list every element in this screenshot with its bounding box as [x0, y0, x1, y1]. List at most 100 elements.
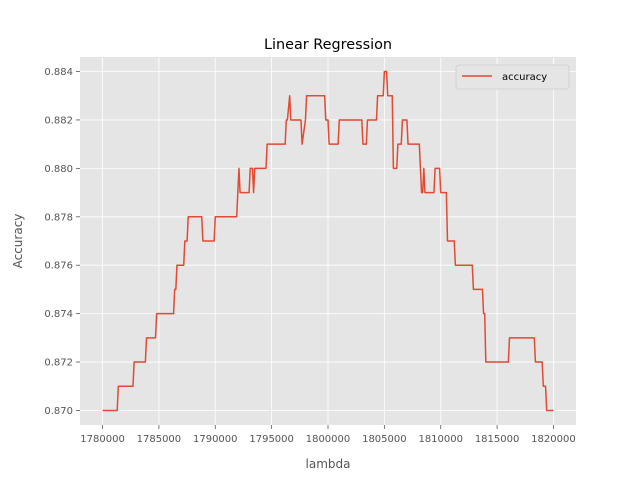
- x-tick-label: 1815000: [475, 434, 520, 445]
- data-point: [267, 144, 268, 145]
- data-point: [401, 144, 402, 145]
- data-point: [393, 168, 394, 169]
- data-point: [553, 410, 554, 411]
- data-point: [175, 289, 176, 290]
- data-point: [241, 192, 242, 193]
- data-point: [214, 240, 215, 241]
- data-point: [327, 119, 328, 120]
- data-point: [134, 361, 135, 362]
- data-point: [294, 119, 295, 120]
- legend: accuracy: [455, 64, 570, 90]
- x-tick-label: 1810000: [418, 434, 463, 445]
- data-point: [290, 119, 291, 120]
- data-point: [377, 95, 378, 96]
- data-point: [455, 265, 456, 266]
- data-point: [361, 119, 362, 120]
- data-point: [254, 168, 255, 169]
- data-point: [419, 144, 420, 145]
- data-point: [186, 240, 187, 241]
- data-point: [362, 144, 363, 145]
- data-point: [447, 240, 448, 241]
- chart-title: Linear Regression: [264, 37, 392, 53]
- data-point: [339, 119, 340, 120]
- data-point: [508, 361, 509, 362]
- data-point: [238, 168, 239, 169]
- data-point: [265, 168, 266, 169]
- data-point: [472, 265, 473, 266]
- y-tick-label: 0.882: [44, 115, 73, 126]
- y-axis-ticks: 0.870 0.872 0.874 0.876 0.878 0.880 0.882 0.884: [44, 67, 80, 417]
- x-tick-label: 1795000: [249, 434, 294, 445]
- data-point: [301, 144, 302, 145]
- data-point: [421, 192, 422, 193]
- data-point: [239, 192, 240, 193]
- x-tick-label: 1800000: [306, 434, 351, 445]
- data-point: [509, 337, 510, 338]
- data-point: [392, 95, 393, 96]
- data-point: [406, 119, 407, 120]
- y-tick-label: 0.872: [44, 358, 73, 369]
- y-tick-label: 0.880: [44, 164, 73, 175]
- data-point: [184, 240, 185, 241]
- data-point: [237, 192, 238, 193]
- data-point: [292, 119, 293, 120]
- data-point: [183, 265, 184, 266]
- data-point: [424, 192, 425, 193]
- data-point: [545, 386, 546, 387]
- data-point: [473, 289, 474, 290]
- data-point: [376, 119, 377, 120]
- data-point: [367, 119, 368, 120]
- data-point: [386, 71, 387, 72]
- data-point: [252, 168, 253, 169]
- data-point: [253, 192, 254, 193]
- data-point: [117, 410, 118, 411]
- data-point: [543, 386, 544, 387]
- x-tick-label: 1780000: [80, 434, 125, 445]
- data-point: [155, 337, 156, 338]
- data-point: [156, 313, 157, 314]
- y-axis-label: Accuracy: [11, 214, 25, 269]
- data-point: [446, 192, 447, 193]
- y-tick-label: 0.884: [44, 67, 73, 78]
- data-point: [289, 95, 290, 96]
- data-point: [324, 95, 325, 96]
- data-point: [215, 216, 216, 217]
- data-point: [485, 361, 486, 362]
- data-point: [433, 192, 434, 193]
- data-point: [534, 337, 535, 338]
- data-point: [287, 119, 288, 120]
- x-tick-label: 1820000: [531, 434, 576, 445]
- data-point: [396, 168, 397, 169]
- data-point: [102, 410, 103, 411]
- data-point: [325, 119, 326, 120]
- data-point: [255, 168, 256, 169]
- data-point: [250, 168, 251, 169]
- data-point: [484, 313, 485, 314]
- data-point: [483, 313, 484, 314]
- data-point: [286, 119, 287, 120]
- series-layer: [102, 70, 554, 412]
- x-axis-ticks: 1780000 1785000 1790000 1795000 1800000 18050…: [80, 425, 576, 445]
- legend-label: accuracy: [502, 72, 547, 83]
- data-point: [384, 71, 385, 72]
- data-point: [188, 216, 189, 217]
- data-point: [285, 144, 286, 145]
- x-tick-label: 1785000: [137, 434, 182, 445]
- data-point: [439, 168, 440, 169]
- data-point: [145, 361, 146, 362]
- data-point: [118, 386, 119, 387]
- data-point: [248, 192, 249, 193]
- data-point: [542, 361, 543, 362]
- data-point: [440, 192, 441, 193]
- data-point: [132, 386, 133, 387]
- data-point: [387, 95, 388, 96]
- data-point: [201, 216, 202, 217]
- data-point: [407, 144, 408, 145]
- data-point: [454, 240, 455, 241]
- data-point: [173, 313, 174, 314]
- data-point: [434, 168, 435, 169]
- data-point: [383, 95, 384, 96]
- x-tick-label: 1805000: [362, 434, 407, 445]
- data-point: [174, 289, 175, 290]
